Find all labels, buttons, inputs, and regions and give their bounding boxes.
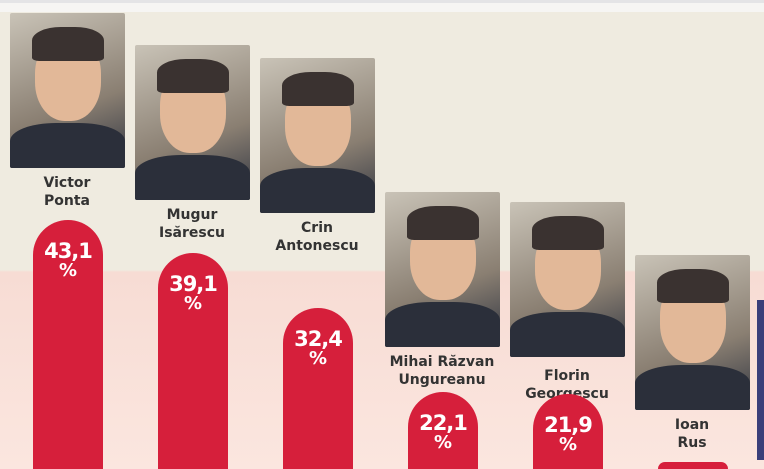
- unit-label: %: [558, 433, 578, 455]
- name-line: Rus: [677, 435, 707, 451]
- candidate-name: Mugur Isărescu: [127, 206, 257, 242]
- candidate-photo: [10, 13, 125, 168]
- unit-label: %: [308, 347, 328, 369]
- data-label: 43,1: [44, 239, 93, 263]
- name-line: Ioan: [674, 417, 710, 433]
- candidate-name: Crin Antonescu: [252, 219, 382, 255]
- candidate-photo: [260, 58, 375, 213]
- candidate-name: Victor Ponta: [2, 174, 132, 210]
- bar: 32,4%: [283, 307, 353, 469]
- name-line: Victor: [43, 175, 91, 191]
- bar: 43,1%: [33, 220, 103, 469]
- data-label: 39,1: [169, 271, 218, 296]
- next-photo-edge: [757, 300, 764, 460]
- unit-label: %: [58, 260, 78, 281]
- candidate-photo: [135, 45, 250, 200]
- name-line: Crin: [301, 220, 333, 236]
- bar: 22,1%: [408, 392, 478, 469]
- candidate-photo: [385, 192, 500, 347]
- data-label: 21,9: [544, 412, 593, 437]
- unit-label: %: [183, 292, 203, 314]
- candidate-name: Mihai Răzvan Ungureanu: [377, 353, 507, 389]
- name-line: Isărescu: [159, 225, 225, 241]
- name-line: Ponta: [44, 193, 90, 209]
- name-line: Mugur: [166, 207, 218, 223]
- name-line: Florin: [544, 368, 590, 384]
- bar: 21,9%: [533, 393, 603, 469]
- candidate-name: Ioan Rus: [627, 416, 757, 452]
- unit-label: %: [433, 432, 453, 454]
- name-line: Antonescu: [275, 238, 359, 254]
- bar: 39,1%: [158, 252, 228, 469]
- candidate-photo: [510, 202, 625, 357]
- data-label: 22,1: [419, 411, 468, 436]
- name-line: Ungureanu: [398, 372, 486, 388]
- bar: [658, 462, 728, 469]
- name-line: Mihai Răzvan: [389, 354, 495, 370]
- data-label: 32,4: [294, 326, 343, 351]
- candidate-photo: [635, 255, 750, 410]
